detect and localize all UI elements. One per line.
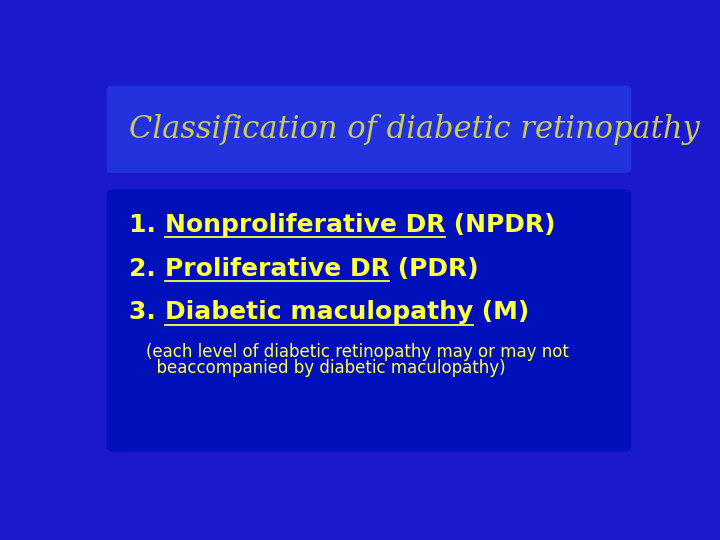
FancyBboxPatch shape bbox=[107, 85, 631, 173]
Text: Proliferative DR: Proliferative DR bbox=[165, 256, 390, 281]
Text: (each level of diabetic retinopathy may or may not: (each level of diabetic retinopathy may … bbox=[145, 343, 569, 361]
Text: Diabetic maculopathy: Diabetic maculopathy bbox=[165, 300, 473, 324]
FancyBboxPatch shape bbox=[107, 190, 631, 451]
Text: Nonproliferative DR: Nonproliferative DR bbox=[165, 213, 445, 237]
Text: 2.: 2. bbox=[129, 256, 165, 281]
Text: 3.: 3. bbox=[129, 300, 165, 324]
Text: beaccompanied by diabetic maculopathy): beaccompanied by diabetic maculopathy) bbox=[145, 359, 505, 377]
Text: Classification of diabetic retinopathy: Classification of diabetic retinopathy bbox=[129, 114, 700, 145]
Text: 1.: 1. bbox=[129, 213, 165, 237]
Text: (PDR): (PDR) bbox=[390, 256, 479, 281]
Text: (M): (M) bbox=[473, 300, 529, 324]
Text: (NPDR): (NPDR) bbox=[445, 213, 556, 237]
